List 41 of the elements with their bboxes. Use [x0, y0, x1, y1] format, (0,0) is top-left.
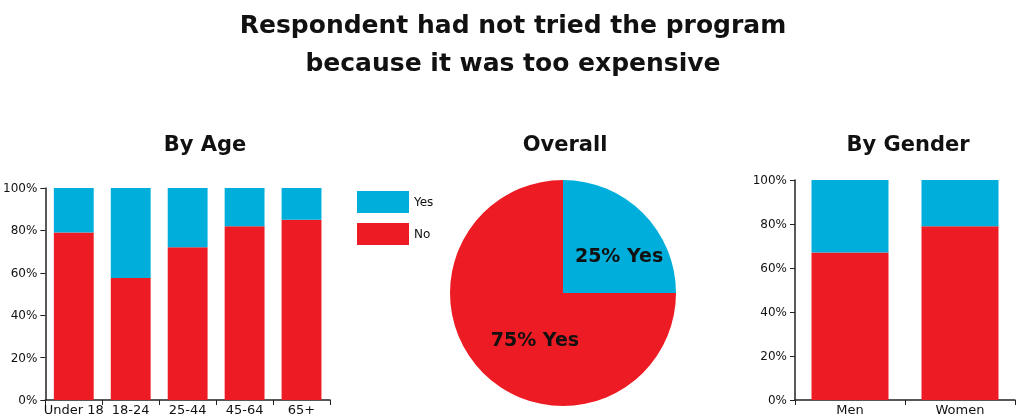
y-tick-label: 100%	[2, 181, 38, 195]
y-tick-label: 40%	[10, 308, 38, 323]
legend-label: No	[414, 227, 431, 241]
x-tick-label: 18-24	[111, 402, 150, 417]
bar	[224, 188, 265, 227]
bar	[281, 188, 322, 220]
bar	[281, 219, 322, 400]
chart-title: Overall	[521, 132, 609, 156]
bar	[167, 188, 208, 248]
x-tick-label: Women	[935, 402, 985, 417]
bar	[167, 247, 208, 400]
x-tick-label: 25-44	[168, 402, 207, 417]
legend-label: Yes	[413, 195, 434, 209]
bar	[53, 232, 94, 400]
y-tick-label: 40%	[760, 305, 787, 319]
bar	[110, 278, 151, 400]
chart-subtitle: By Age	[162, 132, 248, 156]
bar	[921, 226, 999, 400]
bar	[811, 180, 889, 253]
y-tick-label: 0%	[18, 393, 38, 407]
bar	[53, 188, 94, 233]
bar	[110, 188, 151, 279]
chart-title: By Gender	[845, 132, 971, 156]
x-tick-label: Men	[836, 402, 864, 417]
y-tick-label: 60%	[10, 265, 38, 280]
data-label: 25% Yes	[574, 243, 664, 266]
y-tick-label: 80%	[760, 217, 787, 231]
y-tick-label: 60%	[760, 261, 787, 275]
x-tick-label: Under 18	[43, 402, 104, 417]
x-tick-label: 45-64	[225, 402, 264, 417]
y-tick-label: 20%	[10, 350, 38, 365]
bar	[921, 180, 999, 227]
y-tick-label: 100%	[752, 173, 787, 187]
y-tick-label: 80%	[10, 223, 38, 238]
bar	[811, 252, 889, 400]
text: Respondent had not tried the program because it was too expensive	[238, 9, 788, 79]
x-tick-label: 65+	[287, 402, 316, 417]
data-label: 75% Yes	[490, 328, 580, 351]
y-tick-label: 20%	[760, 349, 787, 363]
bar	[224, 226, 265, 400]
y-tick-label: 0%	[767, 393, 787, 407]
